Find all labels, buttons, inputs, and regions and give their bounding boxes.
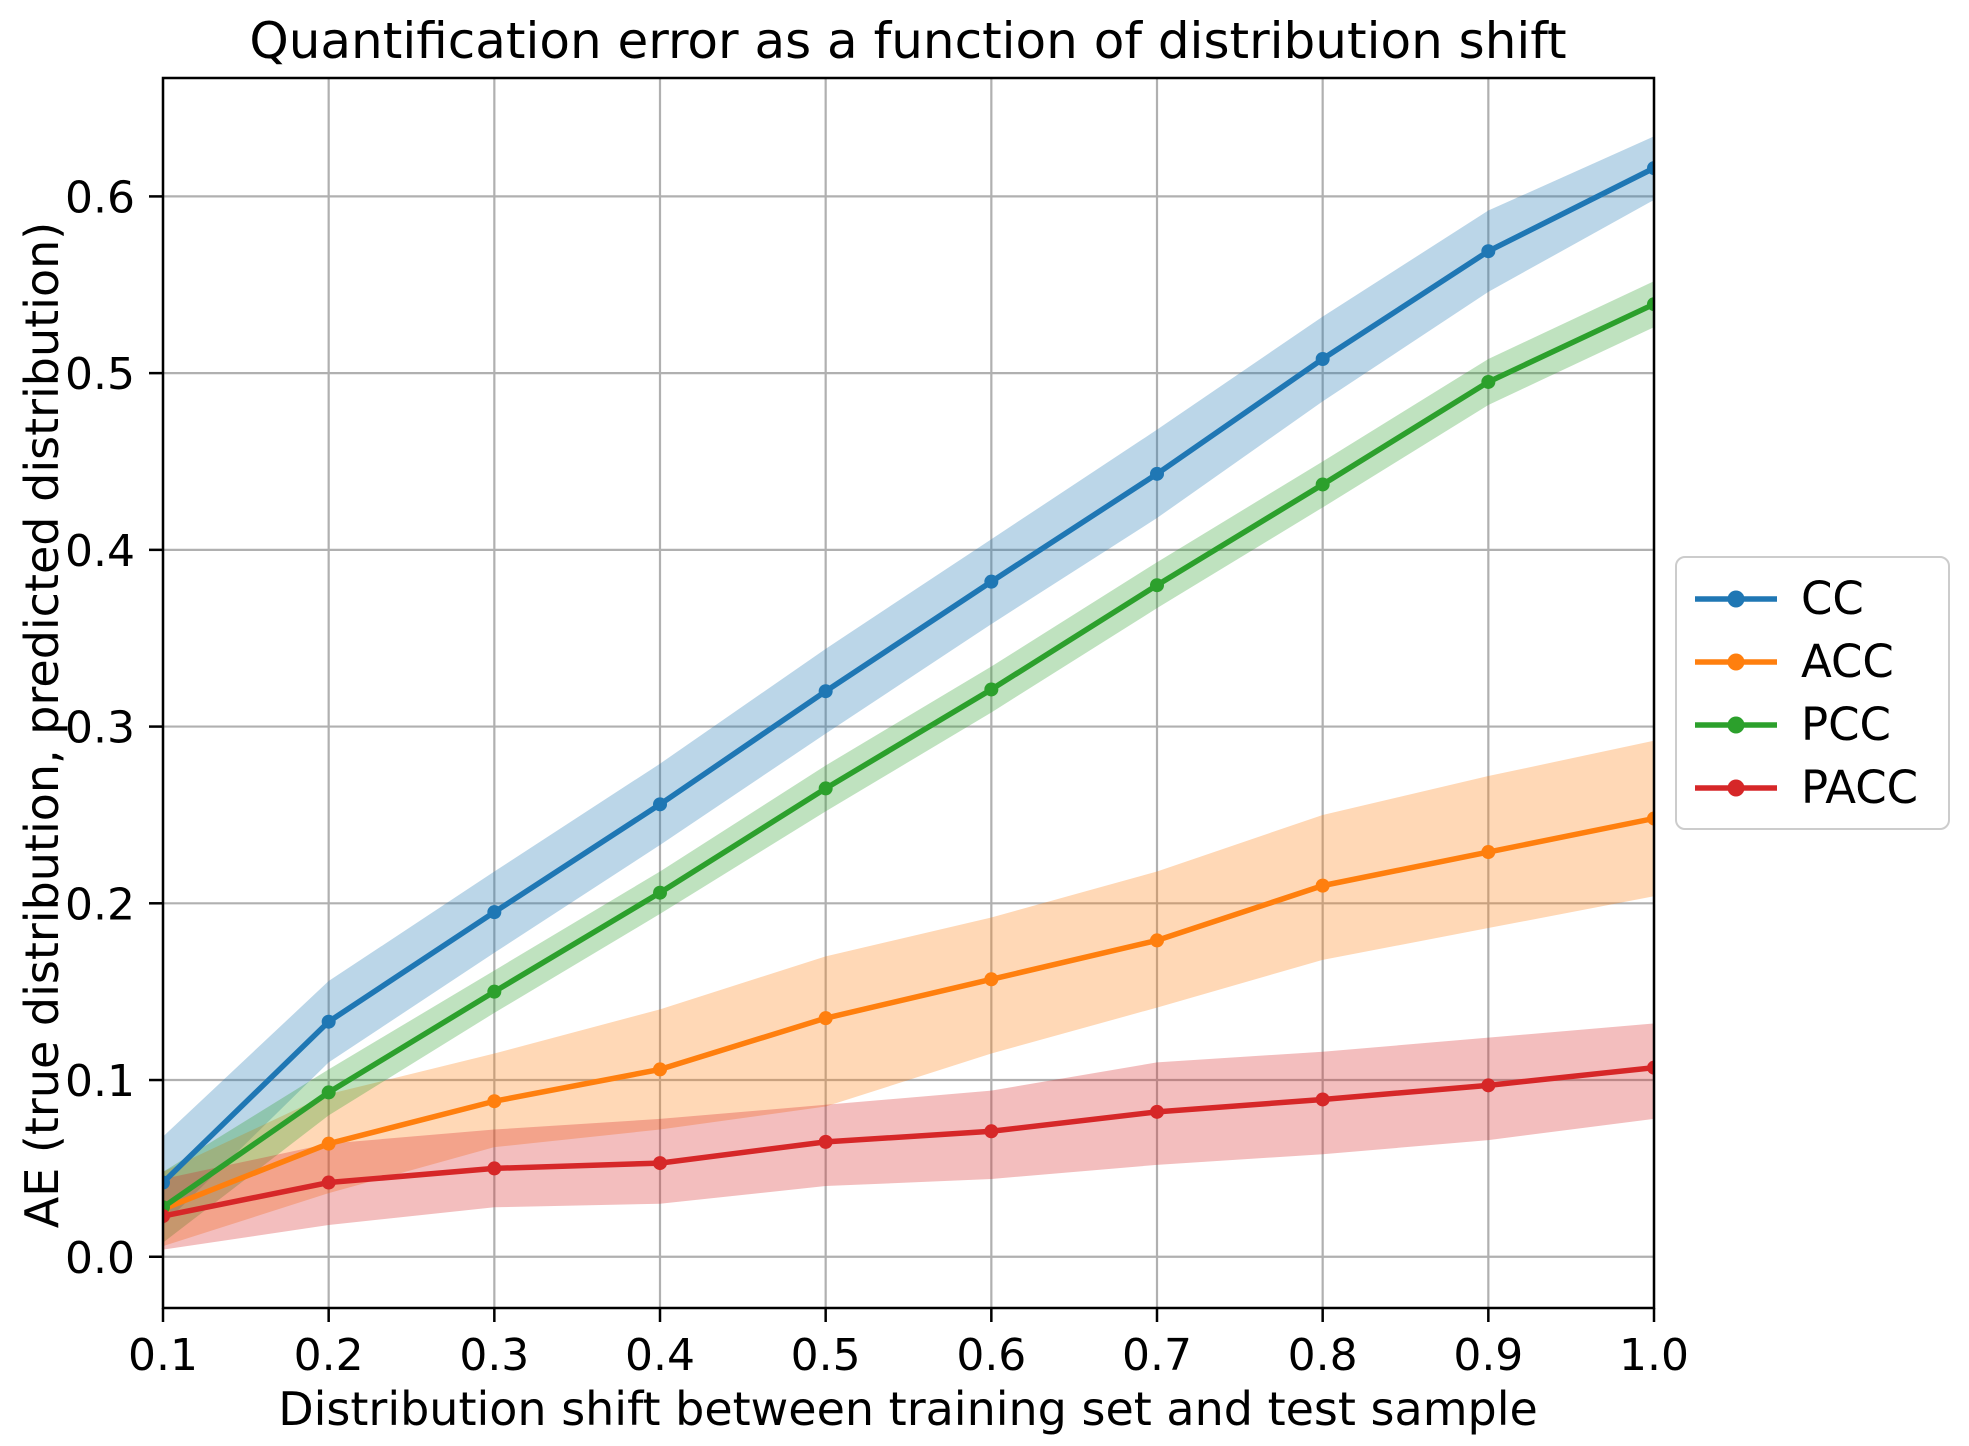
pacc-marker bbox=[487, 1161, 502, 1176]
y-tick-label: 0.0 bbox=[65, 1233, 135, 1284]
pcc-legend-marker bbox=[1695, 716, 1777, 733]
acc-marker bbox=[1481, 845, 1496, 860]
axis-ticks bbox=[149, 195, 1656, 1322]
x-tick-label: 0.5 bbox=[791, 1330, 861, 1381]
legend: CC ACC PCC PACC bbox=[1675, 556, 1950, 830]
legend-label: ACC bbox=[1801, 635, 1894, 688]
legend-item-acc: ACC bbox=[1693, 639, 1948, 684]
x-axis-label: Distribution shift between training set … bbox=[278, 1382, 1538, 1436]
legend-item-cc: CC bbox=[1693, 576, 1948, 621]
x-tick-label: 0.6 bbox=[956, 1330, 1026, 1381]
cc-marker bbox=[1150, 466, 1164, 481]
cc-marker bbox=[321, 1014, 336, 1029]
acc-marker bbox=[1150, 933, 1164, 948]
acc-marker bbox=[653, 1062, 667, 1077]
pacc-marker bbox=[653, 1156, 667, 1171]
cc-band bbox=[163, 136, 1654, 1225]
pcc-marker bbox=[984, 682, 999, 697]
cc-legend-marker bbox=[1695, 590, 1777, 607]
acc-line bbox=[163, 815, 1654, 1212]
cc-line bbox=[163, 165, 1654, 1185]
x-tick-label: 0.9 bbox=[1453, 1330, 1523, 1381]
pacc-marker bbox=[321, 1175, 336, 1190]
y-tick-label: 0.3 bbox=[65, 703, 135, 754]
y-axis-label: AE (true distribution, predicted distrib… bbox=[15, 221, 69, 1229]
pcc-marker bbox=[1647, 297, 1654, 312]
cc-marker bbox=[653, 797, 667, 812]
cc-marker bbox=[818, 684, 833, 699]
pacc-marker bbox=[818, 1134, 833, 1149]
x-tick-label: 0.3 bbox=[459, 1330, 529, 1381]
pacc-marker bbox=[1647, 1060, 1654, 1075]
legend-item-pacc: PACC bbox=[1693, 765, 1948, 810]
cc-marker bbox=[487, 905, 502, 920]
x-tick-label: 0.2 bbox=[294, 1330, 364, 1381]
pcc-line bbox=[163, 301, 1654, 1210]
pcc-marker bbox=[1481, 374, 1496, 389]
pacc-marker bbox=[1150, 1104, 1164, 1119]
pcc-series bbox=[163, 297, 1654, 1215]
legend-label: PACC bbox=[1801, 761, 1919, 814]
x-tick-label: 0.1 bbox=[128, 1330, 198, 1381]
tick-labels: 0.1 0.2 0.3 0.4 0.5 0.6 0.7 0.8 0.9 1.0 0.0 0.1 0.2 0… bbox=[65, 172, 1689, 1381]
acc-marker bbox=[818, 1011, 833, 1026]
y-tick-label: 0.2 bbox=[65, 879, 135, 930]
cc-series bbox=[163, 161, 1654, 1190]
pcc-marker bbox=[487, 984, 502, 999]
cc-marker bbox=[984, 574, 999, 589]
acc-legend-marker bbox=[1695, 653, 1777, 670]
acc-marker bbox=[1315, 878, 1330, 893]
confidence-bands bbox=[163, 136, 1654, 1250]
chart-title: Quantification error as a function of di… bbox=[249, 12, 1567, 70]
plot-border bbox=[161, 76, 1656, 1310]
acc-marker bbox=[487, 1094, 502, 1109]
pacc-marker bbox=[984, 1124, 999, 1139]
legend-label: PCC bbox=[1801, 698, 1891, 751]
pcc-marker bbox=[1150, 578, 1164, 593]
y-tick-label: 0.6 bbox=[65, 172, 135, 223]
acc-band bbox=[163, 740, 1654, 1247]
pcc-marker bbox=[1315, 477, 1330, 492]
legend-item-pcc: PCC bbox=[1693, 702, 1948, 747]
pacc-series bbox=[163, 1060, 1654, 1224]
pcc-marker bbox=[321, 1085, 336, 1100]
pacc-marker bbox=[163, 1209, 170, 1224]
x-tick-label: 0.4 bbox=[625, 1330, 695, 1381]
x-tick-label: 0.8 bbox=[1288, 1330, 1358, 1381]
y-tick-label: 0.4 bbox=[65, 526, 135, 577]
pcc-band bbox=[163, 281, 1654, 1243]
legend-label: CC bbox=[1801, 572, 1864, 625]
pcc-marker bbox=[653, 885, 667, 900]
cc-marker bbox=[1315, 351, 1330, 366]
x-tick-label: 0.7 bbox=[1122, 1330, 1192, 1381]
acc-marker bbox=[321, 1136, 336, 1151]
acc-marker bbox=[1647, 811, 1654, 826]
x-tick-label: 1.0 bbox=[1619, 1330, 1689, 1381]
y-tick-label: 0.1 bbox=[65, 1056, 135, 1107]
pcc-marker bbox=[818, 781, 833, 796]
pacc-line bbox=[163, 1064, 1654, 1219]
pacc-marker bbox=[1315, 1092, 1330, 1107]
cc-marker bbox=[1647, 161, 1654, 176]
pacc-marker bbox=[1481, 1078, 1496, 1093]
y-tick-label: 0.5 bbox=[65, 349, 135, 400]
acc-marker bbox=[984, 972, 999, 987]
cc-marker bbox=[163, 1175, 170, 1190]
pacc-legend-marker bbox=[1695, 779, 1777, 796]
cc-marker bbox=[1481, 244, 1496, 259]
